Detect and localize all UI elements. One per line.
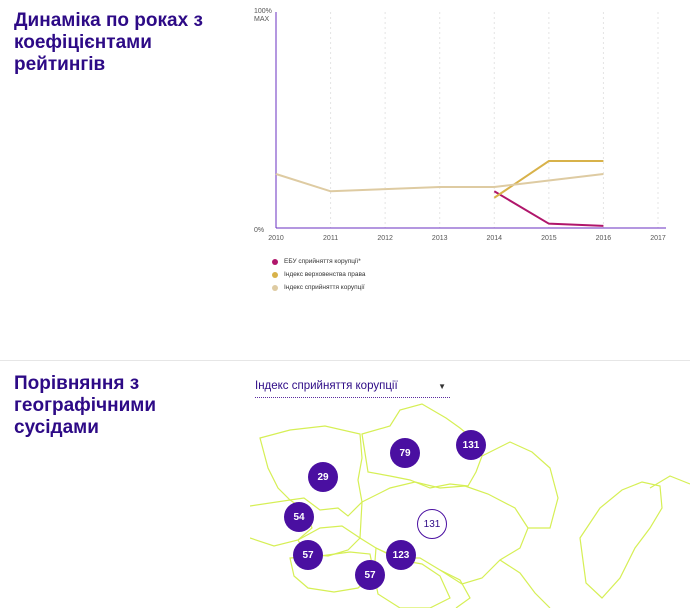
map-border-czech: [250, 499, 313, 547]
legend-dot-ebu: [272, 258, 278, 265]
x-tick-label-2012: 2012: [377, 235, 393, 242]
map-border-moldova: [439, 569, 471, 608]
chart-grid: [330, 12, 659, 228]
map-marker-moldova[interactable]: 123: [386, 540, 416, 570]
map-marker-russia[interactable]: 131: [456, 430, 486, 460]
legend-label-ebu: ЕБУ сприйняття корупції*: [284, 258, 361, 265]
map-border-east-edge: [649, 475, 690, 489]
line-chart: 100% MAX 0% 2010 2011 2012 2013 2014 2015 2016…: [254, 8, 666, 242]
dropdown-selected-label: Індекс сприйняття корупції: [255, 380, 398, 392]
index-select-dropdown[interactable]: Індекс сприйняття корупції ▼: [255, 375, 450, 398]
map-border-coast: [499, 559, 551, 608]
map-marker-hungary[interactable]: 57: [355, 560, 385, 590]
legend-item-ebu[interactable]: ЕБУ сприйняття корупції*: [272, 255, 365, 268]
x-tick-label-2013: 2013: [432, 235, 448, 242]
chart-legend: ЕБУ сприйняття корупції* Індекс верховен…: [272, 255, 365, 294]
y-top-label-2: MAX: [254, 16, 270, 23]
x-tick-label-2014: 2014: [486, 235, 502, 242]
map-border-russia-east: [481, 441, 559, 529]
map-marker-poland-north[interactable]: 29: [308, 462, 338, 492]
series-line-1: [493, 190, 604, 227]
legend-label-rule-of-law: Індекс верховенства права: [284, 271, 366, 278]
section-title-dynamics: Динаміка по роках з коефіцієнтами рейтин…: [14, 10, 203, 75]
map-border-poland: [259, 425, 363, 517]
x-tick-label-2017: 2017: [650, 235, 666, 242]
y-top-label-1: 100%: [254, 8, 272, 15]
map-marker-slovakia[interactable]: 57: [293, 540, 323, 570]
map-marker-belarus[interactable]: 79: [390, 438, 420, 468]
map-border-far-east: [579, 481, 663, 599]
x-tick-labels: 2010 2011 2012 2013 2014 2015 2016 2017: [268, 235, 666, 242]
map-border-belarus: [361, 403, 483, 489]
series-line-3: [275, 173, 604, 193]
section-title-neighbours: Порівняння з географічними сусідами: [14, 373, 156, 438]
x-tick-label-2016: 2016: [596, 235, 612, 242]
legend-dot-rule-of-law: [272, 271, 278, 278]
map-marker-poland-south[interactable]: 54: [284, 502, 314, 532]
x-tick-label-2011: 2011: [323, 235, 338, 242]
section-divider: [0, 360, 690, 361]
legend-label-cpi: Індекс сприйняття корупції: [284, 284, 365, 291]
x-tick-label-2015: 2015: [541, 235, 557, 242]
x-tick-label-2010: 2010: [268, 235, 284, 242]
chart-series: [275, 160, 604, 227]
legend-item-rule-of-law[interactable]: Індекс верховенства права: [272, 268, 365, 281]
map-marker-ukraine[interactable]: 131: [417, 509, 447, 539]
y-bottom-label: 0%: [254, 227, 264, 234]
legend-dot-cpi: [272, 284, 278, 291]
caret-down-icon: ▼: [438, 381, 446, 391]
legend-item-cpi[interactable]: Індекс сприйняття корупції: [272, 281, 365, 294]
